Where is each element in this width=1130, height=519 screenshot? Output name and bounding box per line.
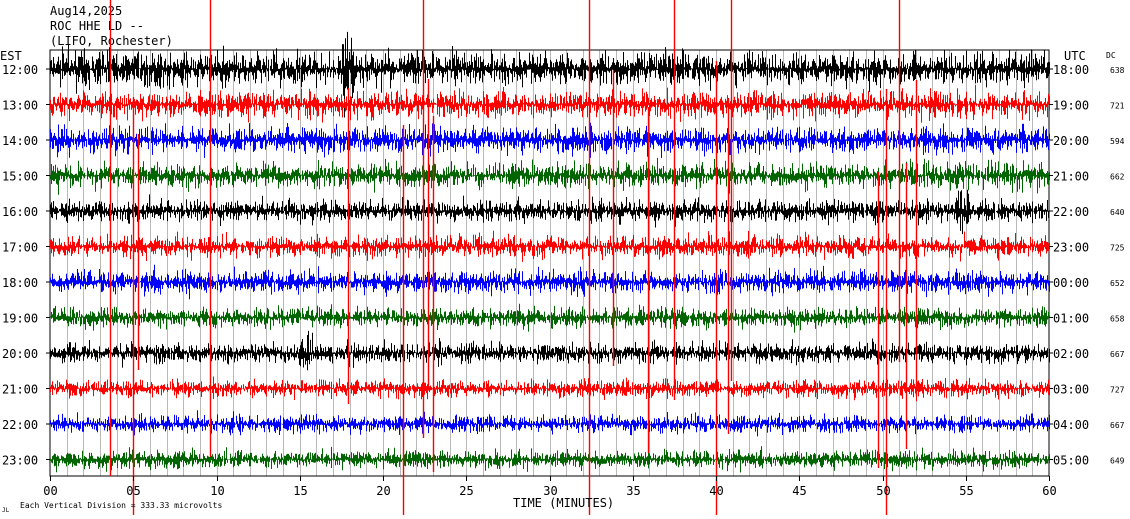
dc-value: 594 (1110, 137, 1125, 146)
dc-value: 652 (1110, 279, 1125, 288)
dc-value: 667 (1110, 421, 1125, 430)
est-label: 12:00 (2, 63, 38, 77)
x-tick-label: 30 (543, 484, 557, 498)
x-tick-label: 15 (293, 484, 307, 498)
utc-label: 05:00 (1053, 454, 1089, 468)
x-tick-label: 60 (1042, 484, 1056, 498)
station-code: ROC HHE LD -- (50, 19, 144, 33)
utc-label: 01:00 (1053, 312, 1089, 326)
est-axis-title: EST (0, 49, 22, 63)
x-tick-label: 50 (876, 484, 890, 498)
utc-label: 18:00 (1053, 63, 1089, 77)
est-label: 18:00 (2, 276, 38, 290)
x-axis-title: TIME (MINUTES) (513, 496, 614, 510)
utc-label: 20:00 (1053, 134, 1089, 148)
x-tick-label: 00 (43, 484, 57, 498)
dc-value: 721 (1110, 102, 1125, 111)
utc-label: 03:00 (1053, 383, 1089, 397)
utc-label: 00:00 (1053, 276, 1089, 290)
dc-value: 658 (1110, 315, 1125, 324)
event-spikes (109, 0, 918, 515)
corner-mark: JL (2, 507, 10, 514)
header: Aug14,2025 ROC HHE LD -- (LIFO, Rocheste… (50, 4, 173, 48)
est-label: 14:00 (2, 134, 38, 148)
est-label: 17:00 (2, 241, 38, 255)
dc-axis-title: DC (1106, 51, 1116, 60)
est-label: 23:00 (2, 454, 38, 468)
chart-date: Aug14,2025 (50, 4, 122, 18)
x-tick-label: 40 (709, 484, 723, 498)
x-tick-label: 20 (376, 484, 390, 498)
utc-label: 02:00 (1053, 347, 1089, 361)
dc-value: 662 (1110, 173, 1125, 182)
dc-value: 725 (1110, 244, 1125, 253)
utc-label: 04:00 (1053, 418, 1089, 432)
x-tick-label: 55 (959, 484, 973, 498)
vertical-division-note: Each Vertical Division = 333.33 microvol… (20, 501, 222, 510)
plot-frame (49, 49, 1050, 477)
x-tick-label: 05 (126, 484, 140, 498)
dc-value: 638 (1110, 66, 1125, 75)
x-tick-label: 45 (792, 484, 806, 498)
est-label: 16:00 (2, 205, 38, 219)
utc-label: 23:00 (1053, 241, 1089, 255)
utc-axis-title: UTC (1064, 49, 1086, 63)
x-tick-label: 35 (626, 484, 640, 498)
dc-value: 640 (1110, 208, 1125, 217)
x-axis: 00 05 10 15 20 25 30 35 40 45 50 55 60 (43, 476, 1057, 498)
utc-label: 22:00 (1053, 205, 1089, 219)
minute-gridlines (67, 50, 1033, 476)
dc-value: 727 (1110, 386, 1125, 395)
est-label: 15:00 (2, 170, 38, 184)
dc-value: 667 (1110, 350, 1125, 359)
x-tick-label: 25 (459, 484, 473, 498)
est-label: 13:00 (2, 99, 38, 113)
dc-value: 649 (1110, 457, 1125, 466)
est-label: 20:00 (2, 347, 38, 361)
utc-label: 21:00 (1053, 170, 1089, 184)
est-label: 21:00 (2, 383, 38, 397)
est-label: 22:00 (2, 418, 38, 432)
station-location: (LIFO, Rochester) (50, 34, 173, 48)
est-label: 19:00 (2, 312, 38, 326)
x-tick-label: 10 (210, 484, 224, 498)
row-labels: 12:00 18:00 638 13:00 19:00 721 14:00 20:00 594 1… (2, 63, 1125, 468)
utc-label: 19:00 (1053, 99, 1089, 113)
